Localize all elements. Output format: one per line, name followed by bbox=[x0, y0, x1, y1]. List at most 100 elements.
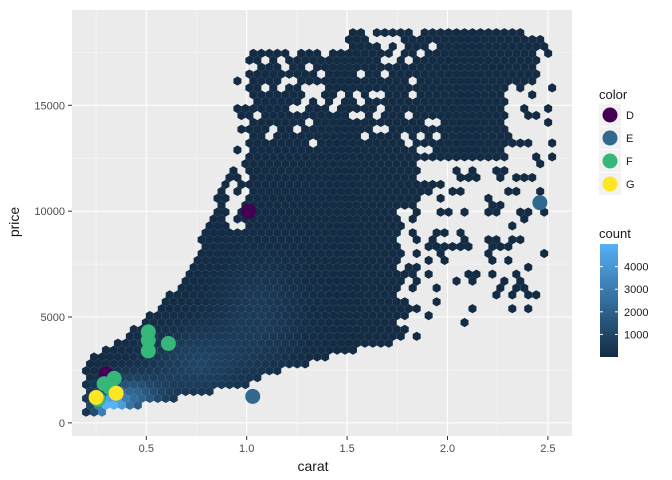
hexbin-cell bbox=[145, 311, 154, 321]
hexbin-cell bbox=[297, 214, 306, 224]
hexbin-cell bbox=[348, 83, 357, 93]
hexbin-cell bbox=[396, 110, 405, 121]
hexbin-cell bbox=[480, 104, 489, 114]
hexbin-cell bbox=[360, 297, 369, 307]
hexbin-cell bbox=[400, 186, 409, 196]
hexbin-cell bbox=[356, 28, 365, 38]
hexbin-cell bbox=[169, 311, 178, 321]
hexbin-cell bbox=[197, 359, 206, 369]
hexbin-cell bbox=[424, 35, 433, 45]
hexbin-cell bbox=[189, 345, 198, 355]
hexbin-cell bbox=[516, 207, 525, 217]
hexbin-cell bbox=[400, 159, 409, 169]
hexbin-cell bbox=[388, 152, 397, 162]
hexbin-cell bbox=[452, 138, 461, 148]
hexbin-cell bbox=[297, 173, 306, 183]
hexbin-cell bbox=[201, 311, 210, 321]
hexbin-cell bbox=[229, 262, 238, 272]
hexbin-cell bbox=[297, 352, 306, 362]
hexbin-cell bbox=[161, 393, 170, 403]
hexbin-cell bbox=[325, 138, 334, 148]
hexbin-cell bbox=[309, 179, 318, 190]
hexbin-cell bbox=[193, 352, 202, 362]
hexbin-cell bbox=[249, 48, 258, 58]
hexbin-cell bbox=[480, 131, 489, 141]
hexbin-cell bbox=[285, 276, 294, 286]
y-tick-label: 15000 bbox=[34, 100, 65, 112]
hexbin-cell bbox=[245, 317, 254, 328]
hexbin-cell bbox=[404, 83, 413, 93]
hexbin-cell bbox=[432, 48, 441, 58]
hexbin-cell bbox=[329, 131, 338, 141]
hexbin-cell bbox=[420, 41, 429, 52]
hexbin-cell bbox=[209, 228, 218, 238]
hexbin-cell bbox=[392, 131, 401, 141]
hexbin-cell bbox=[337, 338, 345, 348]
hexbin-cell bbox=[305, 200, 314, 210]
x-tick-label: 1.5 bbox=[339, 443, 354, 455]
hexbin-cell bbox=[213, 193, 222, 203]
hexbin-cell bbox=[372, 207, 381, 217]
hexbin-cell bbox=[305, 228, 314, 238]
hexbin-cell bbox=[460, 124, 469, 134]
hexbin-cell bbox=[165, 386, 174, 397]
hexbin-cell bbox=[504, 35, 513, 45]
hexbin-cell bbox=[305, 145, 314, 155]
hexbin-cell bbox=[321, 76, 330, 86]
hexbin-cell bbox=[448, 104, 457, 114]
hexbin-cell bbox=[412, 138, 421, 148]
hexbin-cell bbox=[277, 138, 286, 148]
hexbin-cell bbox=[484, 110, 493, 121]
hexbin-cell bbox=[277, 248, 286, 259]
hexbin-cell bbox=[189, 276, 198, 286]
hexbin-cell bbox=[452, 41, 461, 52]
hexbin-cell bbox=[372, 138, 381, 148]
hexbin-cell bbox=[341, 97, 349, 107]
hexbin-cell bbox=[249, 145, 258, 155]
hexbin-cell bbox=[197, 290, 206, 300]
hexbin-cell bbox=[436, 97, 445, 107]
hexbin-cell bbox=[368, 228, 377, 238]
hexbin-cell bbox=[516, 69, 525, 79]
hexbin-cell bbox=[221, 193, 230, 203]
hexbin-cell bbox=[345, 242, 353, 252]
hexbin-cell bbox=[125, 373, 134, 383]
hexbin-cell bbox=[313, 338, 322, 348]
hexbin-cell bbox=[221, 290, 230, 300]
hexbin-cell bbox=[285, 138, 294, 148]
hexbin-cell bbox=[181, 304, 190, 314]
hexbin-cell bbox=[261, 345, 270, 355]
hexbin-cell bbox=[364, 235, 373, 245]
hexbin-cell bbox=[333, 248, 342, 259]
hexbin-cell bbox=[352, 186, 361, 196]
hexbin-cell bbox=[408, 104, 417, 114]
hexbin-cell bbox=[436, 248, 445, 259]
hexbin-cell bbox=[472, 173, 481, 183]
hexbin-cell bbox=[388, 28, 397, 38]
hexbin-cell bbox=[229, 248, 238, 259]
legend-label-G: G bbox=[626, 179, 635, 191]
hexbin-cell bbox=[460, 97, 469, 107]
hexbin-cell bbox=[476, 110, 485, 121]
hexbin-cell bbox=[400, 35, 409, 45]
hexbin-cell bbox=[217, 228, 226, 238]
hexbin-cell bbox=[364, 83, 373, 93]
hexbin-cell bbox=[404, 166, 413, 176]
hexbin-cell bbox=[348, 248, 357, 259]
hexbin-cell bbox=[329, 62, 338, 72]
hexbin-cell bbox=[400, 324, 409, 334]
hexbin-cell bbox=[249, 283, 258, 293]
hexbin-cell bbox=[265, 62, 274, 72]
hexbin-cell bbox=[376, 269, 385, 279]
hexbin-cell bbox=[249, 228, 258, 238]
hexbin-cell bbox=[281, 117, 290, 127]
hexbin-cell bbox=[269, 179, 278, 190]
hexbin-cell bbox=[325, 262, 334, 272]
hexbin-cell bbox=[356, 331, 365, 341]
hexbin-cell bbox=[297, 311, 306, 321]
hexbin-cell bbox=[129, 324, 138, 334]
hexbin-cell bbox=[321, 90, 330, 100]
hexbin-cell bbox=[548, 152, 557, 162]
hexbin-cell bbox=[408, 173, 417, 183]
hexbin-cell bbox=[157, 317, 166, 328]
